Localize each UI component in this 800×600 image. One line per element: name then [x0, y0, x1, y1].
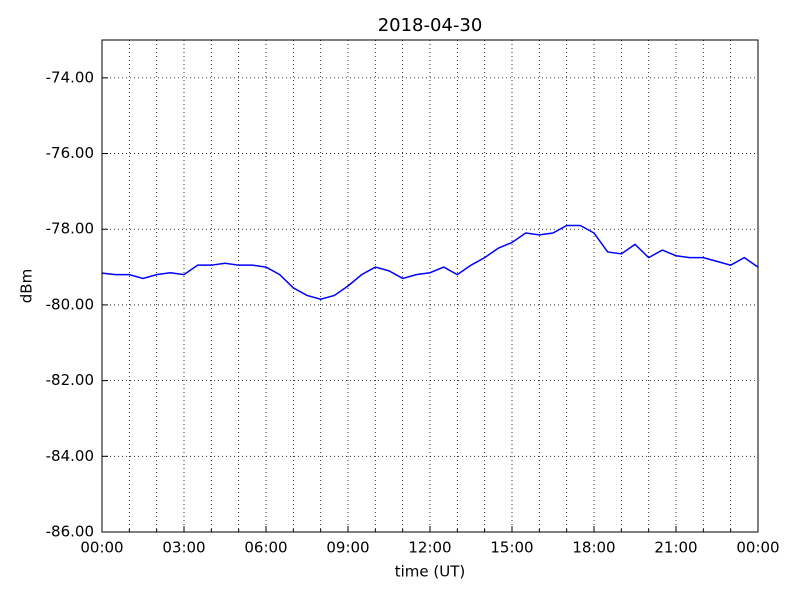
x-axis-label: time (UT): [395, 563, 466, 581]
x-tick-label: 09:00: [326, 539, 369, 557]
x-tick-label: 00:00: [80, 539, 123, 557]
data-line: [101, 224, 759, 301]
y-tick-label: -84.00: [46, 447, 94, 465]
x-tick-label: 12:00: [408, 539, 451, 557]
y-tick-label: -76.00: [46, 144, 94, 162]
plot-frame: [101, 39, 759, 533]
x-tick-label: 06:00: [244, 539, 287, 557]
x-tick-label: 03:00: [162, 539, 205, 557]
x-tick-label: 15:00: [490, 539, 533, 557]
y-tick-label: -74.00: [46, 68, 94, 86]
x-tick-label: 18:00: [572, 539, 615, 557]
y-axis-label: dBm: [18, 269, 36, 303]
y-tick-label: -80.00: [46, 295, 94, 313]
chart-title: 2018-04-30: [378, 15, 483, 36]
y-tick-label: -78.00: [46, 220, 94, 238]
y-tick-label: -82.00: [46, 371, 94, 389]
x-tick-label: 00:00: [736, 539, 779, 557]
y-tick-label: -86.00: [46, 523, 94, 541]
x-tick-label: 21:00: [654, 539, 697, 557]
